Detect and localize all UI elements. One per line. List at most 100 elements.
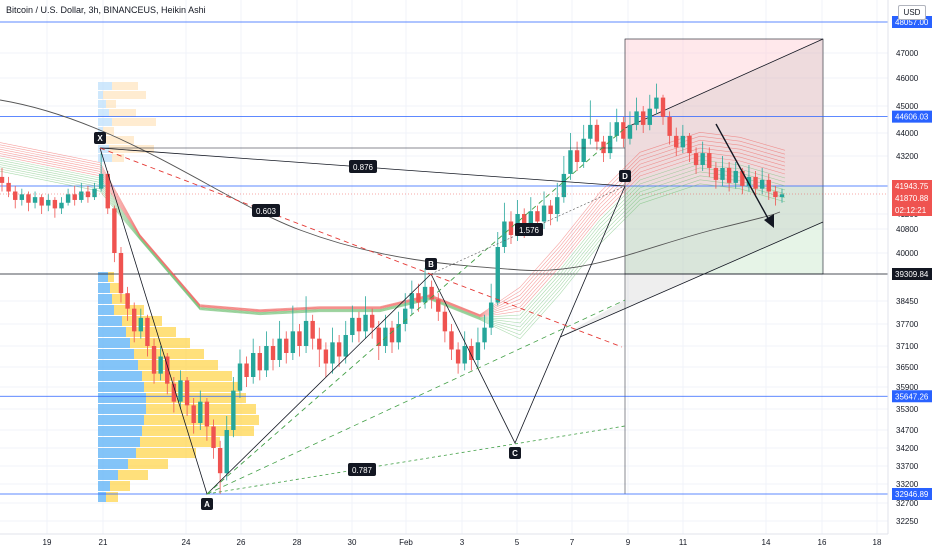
volume-profile-bar-blue-18	[98, 470, 118, 480]
chart-title: Bitcoin / U.S. Dollar, 3h, BINANCEUS, He…	[6, 5, 206, 15]
volume-profile-bar-blue-11	[98, 393, 146, 403]
candle-body-75	[495, 247, 500, 303]
volume-profile-bar-yellow-1	[110, 283, 120, 293]
candle-body-89	[588, 124, 593, 139]
volume-profile-upper-blue	[98, 100, 106, 108]
ratio-label-bg-1	[252, 204, 280, 217]
volume-profile-bar-blue-1	[98, 283, 110, 293]
volume-profile-bar-blue-14	[98, 426, 142, 436]
ratio-label-3: 1.576	[519, 226, 540, 235]
candle-body-108	[713, 167, 719, 180]
volume-profile-bar-blue-9	[98, 371, 142, 381]
harmonic-ac-dashed	[206, 425, 626, 495]
volume-profile-bar-yellow-11	[146, 393, 246, 403]
volume-profile-bar-blue-19	[98, 481, 110, 491]
candle-body-9	[59, 202, 64, 209]
y-tick-13: 35300	[896, 405, 919, 414]
x-tick-9: 7	[570, 538, 575, 547]
candle-body-54	[356, 317, 362, 332]
volume-profile-bar-yellow-20	[106, 492, 118, 502]
projection-arrow-head	[764, 214, 774, 228]
candle-body-68	[449, 331, 454, 350]
volume-profile-bar-yellow-10	[144, 382, 240, 392]
level-label-0: 48057.00	[895, 18, 929, 27]
candle-body-1	[6, 182, 11, 192]
y-tick-4: 43200	[896, 152, 919, 161]
candle-body-98	[647, 108, 652, 125]
candle-body-0	[0, 176, 5, 183]
candle-body-82	[541, 205, 547, 222]
candle-body-113	[746, 176, 752, 186]
volume-profile-upper-yellow	[106, 100, 116, 108]
ratio-label-bg-0	[349, 160, 377, 173]
candle-body-21	[138, 317, 144, 332]
harmonic-point-D: D	[622, 172, 628, 181]
candle-body-28	[184, 380, 190, 406]
ratio-label-0: 0.876	[353, 163, 374, 172]
candle-body-7	[46, 199, 51, 206]
candle-body-64	[422, 286, 428, 303]
price-label-1: 41870.88	[895, 194, 929, 203]
harmonic-bd-dashed	[206, 299, 626, 495]
candle-body-47	[310, 320, 315, 339]
candle-body-2	[13, 191, 18, 200]
candle-body-103	[680, 135, 686, 148]
candle-body-88	[581, 138, 586, 162]
candle-body-35	[231, 390, 236, 430]
y-tick-15: 34200	[896, 444, 919, 453]
candle-body-80	[528, 211, 534, 229]
candle-body-111	[733, 170, 738, 183]
volume-profile-bar-yellow-3	[114, 305, 144, 315]
candle-body-29	[191, 405, 196, 423]
level-label-5: 32946.89	[895, 490, 929, 499]
candle-body-84	[555, 197, 560, 214]
candle-body-65	[429, 286, 434, 300]
volume-profile-upper-yellow	[112, 154, 124, 162]
candle-body-109	[720, 167, 725, 180]
volume-profile-upper-blue	[98, 118, 112, 126]
candle-body-63	[416, 293, 421, 303]
candle-body-25	[165, 356, 170, 384]
y-tick-18: 32700	[896, 499, 919, 508]
y-tick-16: 33700	[896, 462, 919, 471]
candle-body-59	[389, 327, 395, 343]
volume-profile-bar-yellow-0	[108, 272, 114, 282]
candle-body-40	[264, 346, 269, 371]
x-tick-11: 11	[679, 538, 688, 547]
volume-profile-bar-blue-20	[98, 492, 106, 502]
y-tick-11: 36500	[896, 363, 919, 372]
candle-body-8	[52, 199, 58, 209]
candle-body-52	[343, 335, 348, 357]
volume-profile-bar-yellow-5	[126, 327, 176, 337]
candle-body-51	[336, 342, 342, 357]
volume-profile-upper-blue	[98, 91, 103, 99]
ribbon-line-13	[0, 170, 786, 340]
x-tick-14: 18	[873, 538, 882, 547]
x-tick-8: 5	[515, 538, 520, 547]
candle-body-34	[224, 430, 229, 474]
candle-body-58	[383, 327, 388, 346]
volume-profile-bar-yellow-18	[118, 470, 148, 480]
candle-body-16	[105, 173, 110, 209]
harmonic-point-B: B	[428, 260, 434, 269]
currency-button[interactable]: USD	[898, 5, 926, 20]
x-tick-3: 26	[237, 538, 246, 547]
candle-body-10	[65, 194, 71, 203]
candle-body-74	[488, 302, 494, 328]
level-label-4: 35647.26	[895, 392, 929, 401]
volume-profile-bar-blue-12	[98, 404, 146, 414]
level-label-bg-3	[892, 268, 932, 280]
candle-body-6	[39, 197, 44, 206]
volume-profile-upper-yellow	[109, 145, 154, 153]
y-tick-9: 37700	[896, 320, 919, 329]
candle-body-57	[376, 327, 381, 346]
price-label-0: 41943.75	[895, 182, 929, 191]
candle-body-41	[270, 346, 276, 360]
candle-body-11	[72, 194, 77, 200]
volume-profile-bar-blue-13	[98, 415, 144, 425]
price-label-bg-0	[892, 180, 932, 192]
volume-profile-bar-blue-15	[98, 437, 140, 447]
harmonic-point-bg-A	[201, 498, 213, 510]
candle-body-94	[621, 122, 626, 139]
